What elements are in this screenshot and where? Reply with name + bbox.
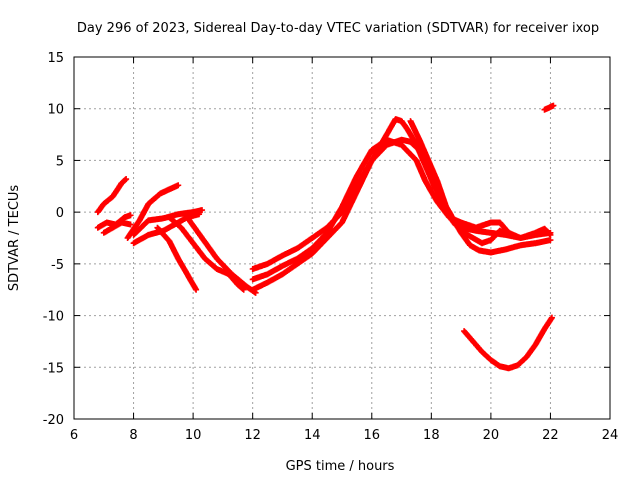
y-axis-label: SDTVAR / TECUs <box>7 185 22 292</box>
x-tick-label: 18 <box>423 428 440 443</box>
x-tick-label: 16 <box>364 428 381 443</box>
data-point <box>193 286 200 293</box>
x-tick-label: 8 <box>129 428 137 443</box>
y-tick-label: -15 <box>43 361 64 376</box>
grid <box>74 57 610 419</box>
data-series <box>154 224 200 293</box>
y-tick-label: 10 <box>47 103 64 118</box>
data-point <box>127 212 134 219</box>
data-point <box>547 237 554 244</box>
data-series <box>124 182 182 241</box>
y-tick-label: -20 <box>43 413 64 428</box>
data-series <box>184 214 259 296</box>
x-axis-label: GPS time / hours <box>286 459 395 474</box>
data-point <box>550 102 557 109</box>
x-tick-label: 20 <box>483 428 500 443</box>
x-tick-label: 12 <box>244 428 261 443</box>
plot-frame <box>73 56 611 420</box>
data-points <box>94 102 557 372</box>
data-point <box>240 286 247 293</box>
data-series <box>407 118 512 247</box>
x-tick-label: 24 <box>602 428 619 443</box>
ticks: 6 8 10 12 14 16 18 20 22 24 15 10 5 0 -5 -10 -15 -20 <box>43 51 619 443</box>
x-tick-label: 22 <box>542 428 559 443</box>
data-series <box>461 314 555 372</box>
x-tick-label: 14 <box>304 428 321 443</box>
y-tick-label: 0 <box>56 206 64 221</box>
data-point <box>548 314 555 321</box>
data-series <box>249 136 554 283</box>
data-series <box>100 219 134 236</box>
data-point <box>175 182 182 189</box>
data-point <box>127 221 134 228</box>
data-point <box>123 176 130 183</box>
data-point <box>199 207 206 214</box>
y-tick-label: -5 <box>51 258 64 273</box>
data-point <box>505 231 512 238</box>
y-tick-label: 15 <box>47 51 64 66</box>
data-point <box>547 231 554 238</box>
data-series <box>541 102 557 113</box>
data-series <box>94 176 130 216</box>
y-tick-label: -10 <box>43 310 64 325</box>
y-tick-label: 5 <box>56 154 64 169</box>
x-tick-label: 6 <box>70 428 78 443</box>
x-tick-label: 10 <box>185 428 202 443</box>
chart-title: Day 296 of 2023, Sidereal Day-to-day VTE… <box>77 21 599 36</box>
